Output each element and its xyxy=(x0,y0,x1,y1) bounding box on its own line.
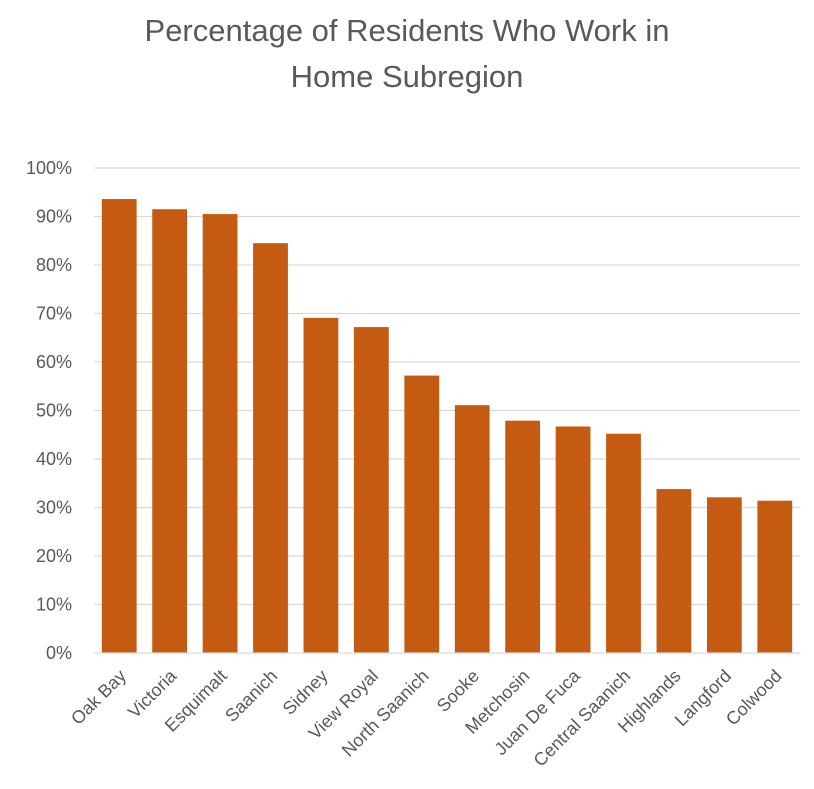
y-tick-label: 30% xyxy=(36,498,72,518)
bar xyxy=(454,405,490,653)
chart-title: Percentage of Residents Who Work in Home… xyxy=(0,8,814,100)
y-tick-label: 10% xyxy=(36,595,72,615)
bar xyxy=(303,317,339,653)
y-tick-label: 80% xyxy=(36,255,72,275)
chart-title-line-1: Percentage of Residents Who Work in xyxy=(144,13,670,48)
bar xyxy=(152,209,188,653)
bar xyxy=(706,497,742,653)
bar xyxy=(404,375,440,653)
bar xyxy=(555,426,591,653)
y-tick-label: 60% xyxy=(36,352,72,372)
y-tick-label: 40% xyxy=(36,449,72,469)
y-tick-label: 20% xyxy=(36,546,72,566)
x-category-label: North Saanich xyxy=(338,666,433,761)
y-axis-ticks: 0% 10% 20% 30% 40% 50% 60% 70% 80% 90% 100% xyxy=(26,158,72,663)
x-category-label: Oak Bay xyxy=(67,666,130,729)
y-tick-label: 90% xyxy=(36,207,72,227)
bar xyxy=(757,500,793,653)
y-tick-label: 0% xyxy=(46,643,72,663)
y-tick-label: 50% xyxy=(36,401,72,421)
bar xyxy=(353,327,389,653)
gridlines xyxy=(94,167,800,606)
bar xyxy=(101,199,137,654)
x-category-label: Saanich xyxy=(221,666,281,726)
y-tick-label: 70% xyxy=(36,304,72,324)
bar xyxy=(505,420,541,653)
chart-title-line-2: Home Subregion xyxy=(290,59,524,94)
bar xyxy=(606,433,641,653)
x-category-label: Colwood xyxy=(722,666,786,730)
bar xyxy=(253,243,288,654)
bar xyxy=(656,489,692,653)
bars xyxy=(101,199,793,654)
bar xyxy=(202,214,238,653)
x-category-label: Langford xyxy=(671,666,735,730)
x-axis-labels: Oak BayVictoriaEsquimaltSaanichSidneyVie… xyxy=(67,665,786,770)
y-tick-label: 100% xyxy=(26,158,72,178)
